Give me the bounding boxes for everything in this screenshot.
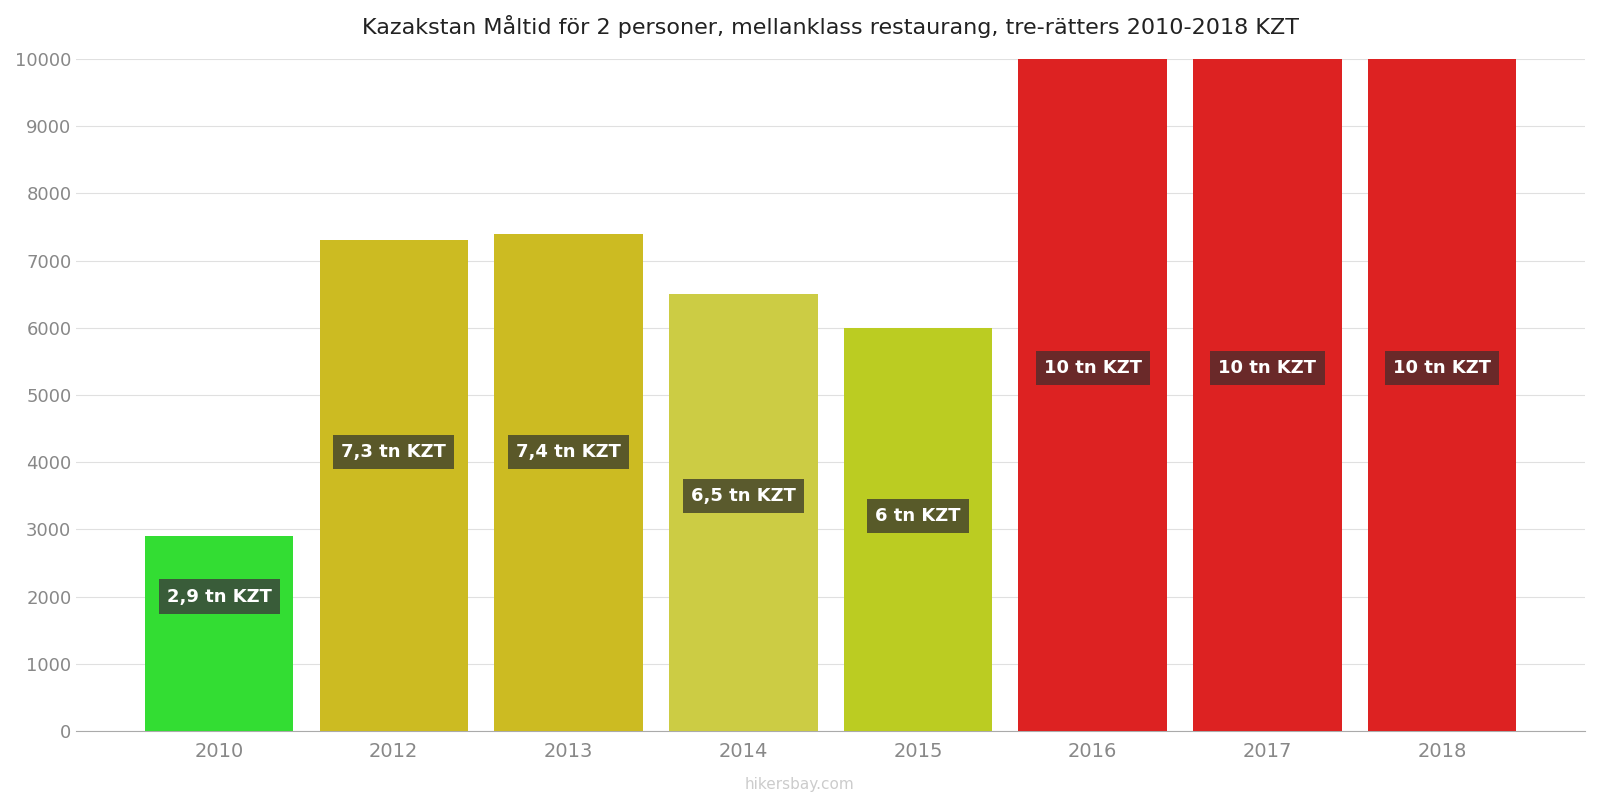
- Text: 7,4 tn KZT: 7,4 tn KZT: [517, 443, 621, 461]
- Bar: [1194, 59, 1342, 731]
- Bar: [843, 328, 992, 731]
- Title: Kazakstan Måltid för 2 personer, mellanklass restaurang, tre-rätters 2010-2018 K: Kazakstan Måltid för 2 personer, mellank…: [362, 15, 1299, 38]
- Text: 10 tn KZT: 10 tn KZT: [1043, 359, 1142, 377]
- Bar: [1368, 59, 1517, 731]
- Text: 10 tn KZT: 10 tn KZT: [1219, 359, 1317, 377]
- Bar: [494, 234, 643, 731]
- Text: 6 tn KZT: 6 tn KZT: [875, 507, 960, 525]
- Bar: [320, 241, 469, 731]
- Text: 7,3 tn KZT: 7,3 tn KZT: [341, 443, 446, 461]
- Bar: [146, 536, 293, 731]
- Text: hikersbay.com: hikersbay.com: [746, 777, 854, 792]
- Bar: [669, 294, 818, 731]
- Text: 2,9 tn KZT: 2,9 tn KZT: [166, 587, 272, 606]
- Text: 10 tn KZT: 10 tn KZT: [1394, 359, 1491, 377]
- Bar: [1019, 59, 1166, 731]
- Text: 6,5 tn KZT: 6,5 tn KZT: [691, 486, 795, 505]
